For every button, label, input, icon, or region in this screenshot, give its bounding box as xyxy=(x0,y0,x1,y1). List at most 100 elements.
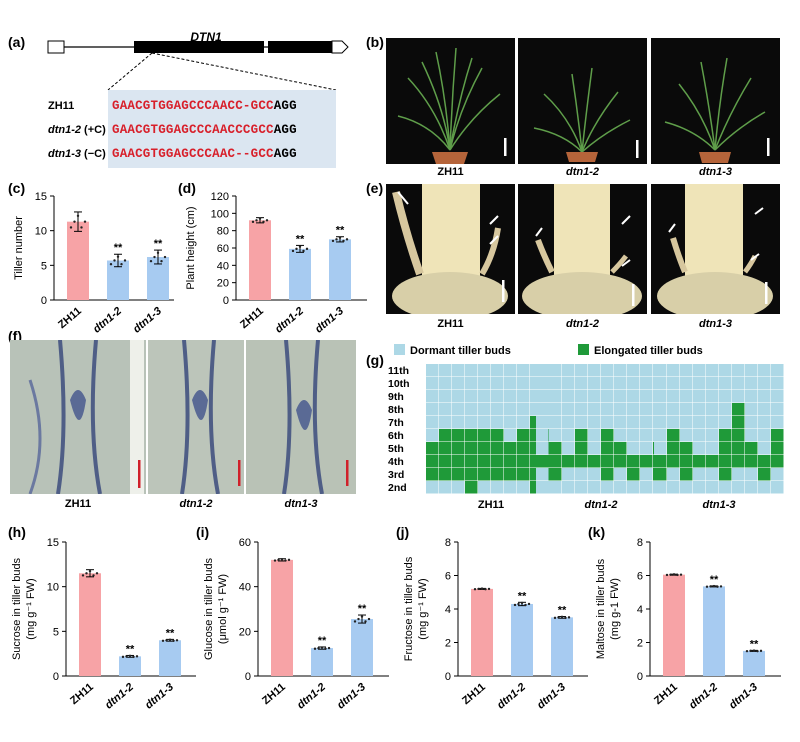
dormant-bud-cell xyxy=(732,364,745,377)
y-tick-label: 4 xyxy=(637,604,643,616)
elongated-bud-cell xyxy=(452,442,465,455)
bar-dtn1-3 xyxy=(329,239,351,300)
dormant-bud-cell xyxy=(640,468,653,481)
data-point xyxy=(749,649,752,653)
utr-3prime xyxy=(331,40,349,54)
sequence-box xyxy=(108,90,336,168)
data-point xyxy=(109,263,113,266)
elongated-bud-cell xyxy=(693,455,706,468)
dormant-bud-cell xyxy=(680,403,693,416)
dormant-bud-cell xyxy=(758,377,771,390)
data-point xyxy=(125,655,128,658)
elongated-bud-cell xyxy=(706,455,719,468)
caption-f-dtn1-3: dtn1-3 xyxy=(284,498,318,510)
elongated-bud-cell xyxy=(426,468,439,481)
dormant-bud-cell xyxy=(426,481,439,494)
dormant-bud-cell xyxy=(439,403,452,416)
y-axis-unit: (mg g⁻¹ FW) xyxy=(25,578,37,639)
data-point xyxy=(163,255,167,259)
dormant-bud-cell xyxy=(452,377,465,390)
dormant-bud-cell xyxy=(491,377,504,390)
bar-dtn1-2 xyxy=(511,603,533,676)
dormant-bud-cell xyxy=(758,481,771,494)
data-point xyxy=(120,263,123,266)
data-point xyxy=(560,615,564,619)
data-point xyxy=(265,219,269,222)
dormant-bud-cell xyxy=(771,364,784,377)
elongated-bud-cell xyxy=(504,455,517,468)
dormant-bud-cell xyxy=(706,468,719,481)
elongated-bud-cell xyxy=(732,403,745,416)
tiller-bud-grid: Dormant tiller buds Elongated tiller bud… xyxy=(388,344,784,511)
dormant-bud-cell xyxy=(491,416,504,429)
x-tick-label: dtn1-3 xyxy=(313,305,346,334)
y-tick-label: 5 xyxy=(53,626,59,638)
x-tick-label: dtn1-2 xyxy=(495,681,528,711)
y-tick-label: 40 xyxy=(239,582,251,594)
x-tick-label: dtn1-3 xyxy=(535,681,568,711)
y-tick-label: 100 xyxy=(211,208,229,220)
data-point xyxy=(128,654,132,658)
x-tick-label: dtn1-2 xyxy=(273,305,306,334)
data-point xyxy=(305,247,309,251)
section-photo-dtn1-2 xyxy=(148,339,244,495)
dormant-bud-cell xyxy=(517,416,530,429)
dormant-bud-cell xyxy=(627,403,640,416)
panel-label-j: (j) xyxy=(396,524,410,540)
dormant-bud-cell xyxy=(439,377,452,390)
y-axis-label: Plant height (cm) xyxy=(185,206,197,289)
elongated-bud-cell xyxy=(549,468,562,481)
data-point xyxy=(679,573,683,576)
data-point xyxy=(83,220,87,223)
dormant-bud-cell xyxy=(439,390,452,403)
dormant-bud-cell xyxy=(536,429,549,442)
dormant-bud-cell xyxy=(680,377,693,390)
data-point xyxy=(524,603,527,607)
significance-mark: ** xyxy=(154,238,163,250)
caption-f-dtn1-2: dtn1-2 xyxy=(179,498,213,510)
x-tick-label: dtn1-3 xyxy=(131,305,164,334)
node-label: 6th xyxy=(388,430,404,442)
x-tick-label: ZH11 xyxy=(260,681,288,707)
data-point xyxy=(92,574,95,577)
elongated-bud-cell xyxy=(452,429,465,442)
data-point xyxy=(480,587,484,590)
node-label: 5th xyxy=(388,443,404,455)
dormant-bud-cell xyxy=(719,364,732,377)
elongated-bud-cell xyxy=(452,468,465,481)
elongated-bud-cell xyxy=(601,442,614,455)
elongated-bud-cell xyxy=(439,442,452,455)
x-tick-label: ZH11 xyxy=(238,305,266,331)
data-point xyxy=(280,557,284,561)
data-point xyxy=(473,588,477,591)
node-label: 11th xyxy=(388,365,409,377)
dormant-bud-cell xyxy=(640,403,653,416)
dormant-bud-cell xyxy=(478,364,491,377)
y-tick-label: 0 xyxy=(41,295,47,307)
elongated-bud-cell xyxy=(478,468,491,481)
dormant-bud-cell xyxy=(667,403,680,416)
elongated-bud-cell xyxy=(601,429,614,442)
elongated-bud-cell xyxy=(439,468,452,481)
dormant-bud-cell xyxy=(667,364,680,377)
chart-sucrose: 0 5 10 15 Sucrose in tiller buds (mg g⁻¹ FW) Z… xyxy=(11,537,196,712)
legend-elongated-label: Elongated tiller buds xyxy=(594,345,703,357)
dormant-bud-cell xyxy=(706,403,719,416)
plant-photo-zh11 xyxy=(386,38,515,164)
bar-dtn1-3 xyxy=(159,640,181,676)
x-tick-label: dtn1-2 xyxy=(91,305,124,334)
dormant-bud-cell xyxy=(640,390,653,403)
data-point xyxy=(121,655,125,659)
y-tick-label: 0 xyxy=(245,671,251,683)
significance-mark: ** xyxy=(336,225,345,237)
dormant-bud-cell xyxy=(562,481,575,494)
dormant-bud-cell xyxy=(758,416,771,429)
data-point xyxy=(716,585,719,588)
data-point xyxy=(553,616,557,620)
data-point xyxy=(262,220,265,224)
panel-label-i: (i) xyxy=(196,524,210,540)
data-point xyxy=(69,226,73,229)
data-point xyxy=(338,236,342,239)
dormant-bud-cell xyxy=(680,390,693,403)
dormant-bud-cell xyxy=(504,429,517,442)
